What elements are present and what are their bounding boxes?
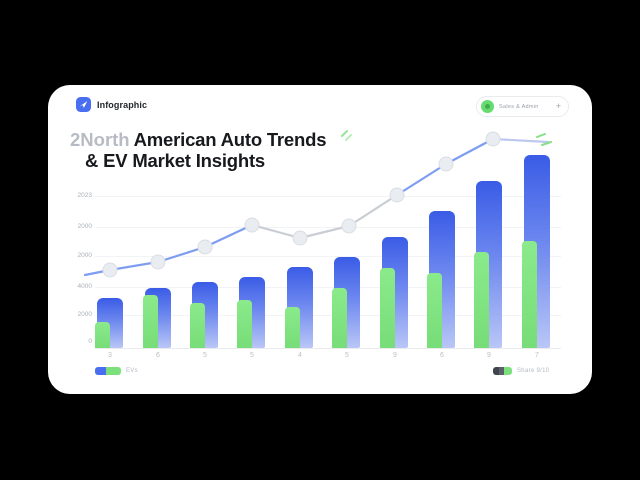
bar-ev-sales (427, 273, 442, 348)
x-axis-tick-label: 5 (345, 352, 349, 359)
app-logo: Infographic (76, 97, 147, 112)
bar-ev-sales (380, 268, 395, 348)
x-axis-tick-label: 9 (393, 352, 397, 359)
y-axis-tick-label: 2000 (77, 223, 92, 230)
y-axis-tick-label: 2023 (77, 192, 92, 199)
legend-swatch-segment (493, 367, 499, 375)
y-axis-tick-label: 2000 (77, 252, 92, 259)
account-pill-button[interactable]: Sales & Admin + (476, 96, 569, 117)
page-title-line2: & EV Market Insights (85, 150, 266, 171)
infographic-card: Infographic Sales & Admin + 2North Americ… (48, 85, 592, 394)
bar-ev-sales (237, 300, 252, 348)
legend-evs: EVs (95, 367, 138, 375)
chart-area: 2023 2000 2000 4000 2000 0 3 6 5 5 4 5 9 6 9 7 (48, 85, 592, 394)
bar-ev-sales (95, 322, 110, 348)
gridline (95, 287, 561, 288)
status-dot-icon (481, 100, 494, 113)
bar-ev-sales (190, 303, 205, 348)
gridline (95, 315, 561, 316)
x-axis-tick-label: 4 (298, 352, 302, 359)
y-axis-tick-label: 4000 (77, 283, 92, 290)
pill-label: Sales & Admin (499, 103, 539, 110)
x-axis-tick-label: 9 (487, 352, 491, 359)
legend-swatch-segment (95, 367, 106, 375)
sparkle-icon (339, 127, 353, 148)
x-axis-tick-label: 6 (440, 352, 444, 359)
plus-icon[interactable]: + (555, 101, 561, 111)
bar-ev-sales (522, 241, 537, 348)
bar-ev-sales (143, 295, 158, 348)
legend-swatch-segment (504, 367, 512, 375)
legend-share: Share 9/10 (493, 367, 549, 375)
legend-share-label: Share 9/10 (517, 368, 550, 374)
gridline (95, 256, 561, 257)
title-bold: American Auto Trends (133, 129, 327, 150)
bar-ev-sales (332, 288, 347, 348)
x-axis-tick-label: 7 (535, 352, 539, 359)
x-axis-tick-label: 6 (156, 352, 160, 359)
legend-evs-swatch (95, 367, 121, 375)
legend-swatch-segment (499, 367, 504, 375)
y-axis-tick-label: 2000 (77, 311, 92, 318)
bar-ev-sales (474, 252, 489, 348)
y-axis-tick-label: 0 (88, 338, 92, 345)
page-title-line1: 2North American Auto Trends (70, 129, 327, 150)
gridline (95, 348, 561, 349)
logo-text: Infographic (97, 99, 148, 110)
title-muted: 2North (70, 129, 130, 150)
x-axis-tick-label: 5 (203, 352, 207, 359)
bar-ev-sales (285, 307, 300, 348)
legend-share-swatch (493, 367, 512, 375)
legend-evs-label: EVs (126, 368, 138, 374)
logo-plane-icon (76, 97, 91, 112)
gridline (95, 196, 561, 197)
x-axis-tick-label: 3 (108, 352, 112, 359)
x-axis-tick-label: 5 (250, 352, 254, 359)
legend-swatch-segment (106, 367, 121, 375)
